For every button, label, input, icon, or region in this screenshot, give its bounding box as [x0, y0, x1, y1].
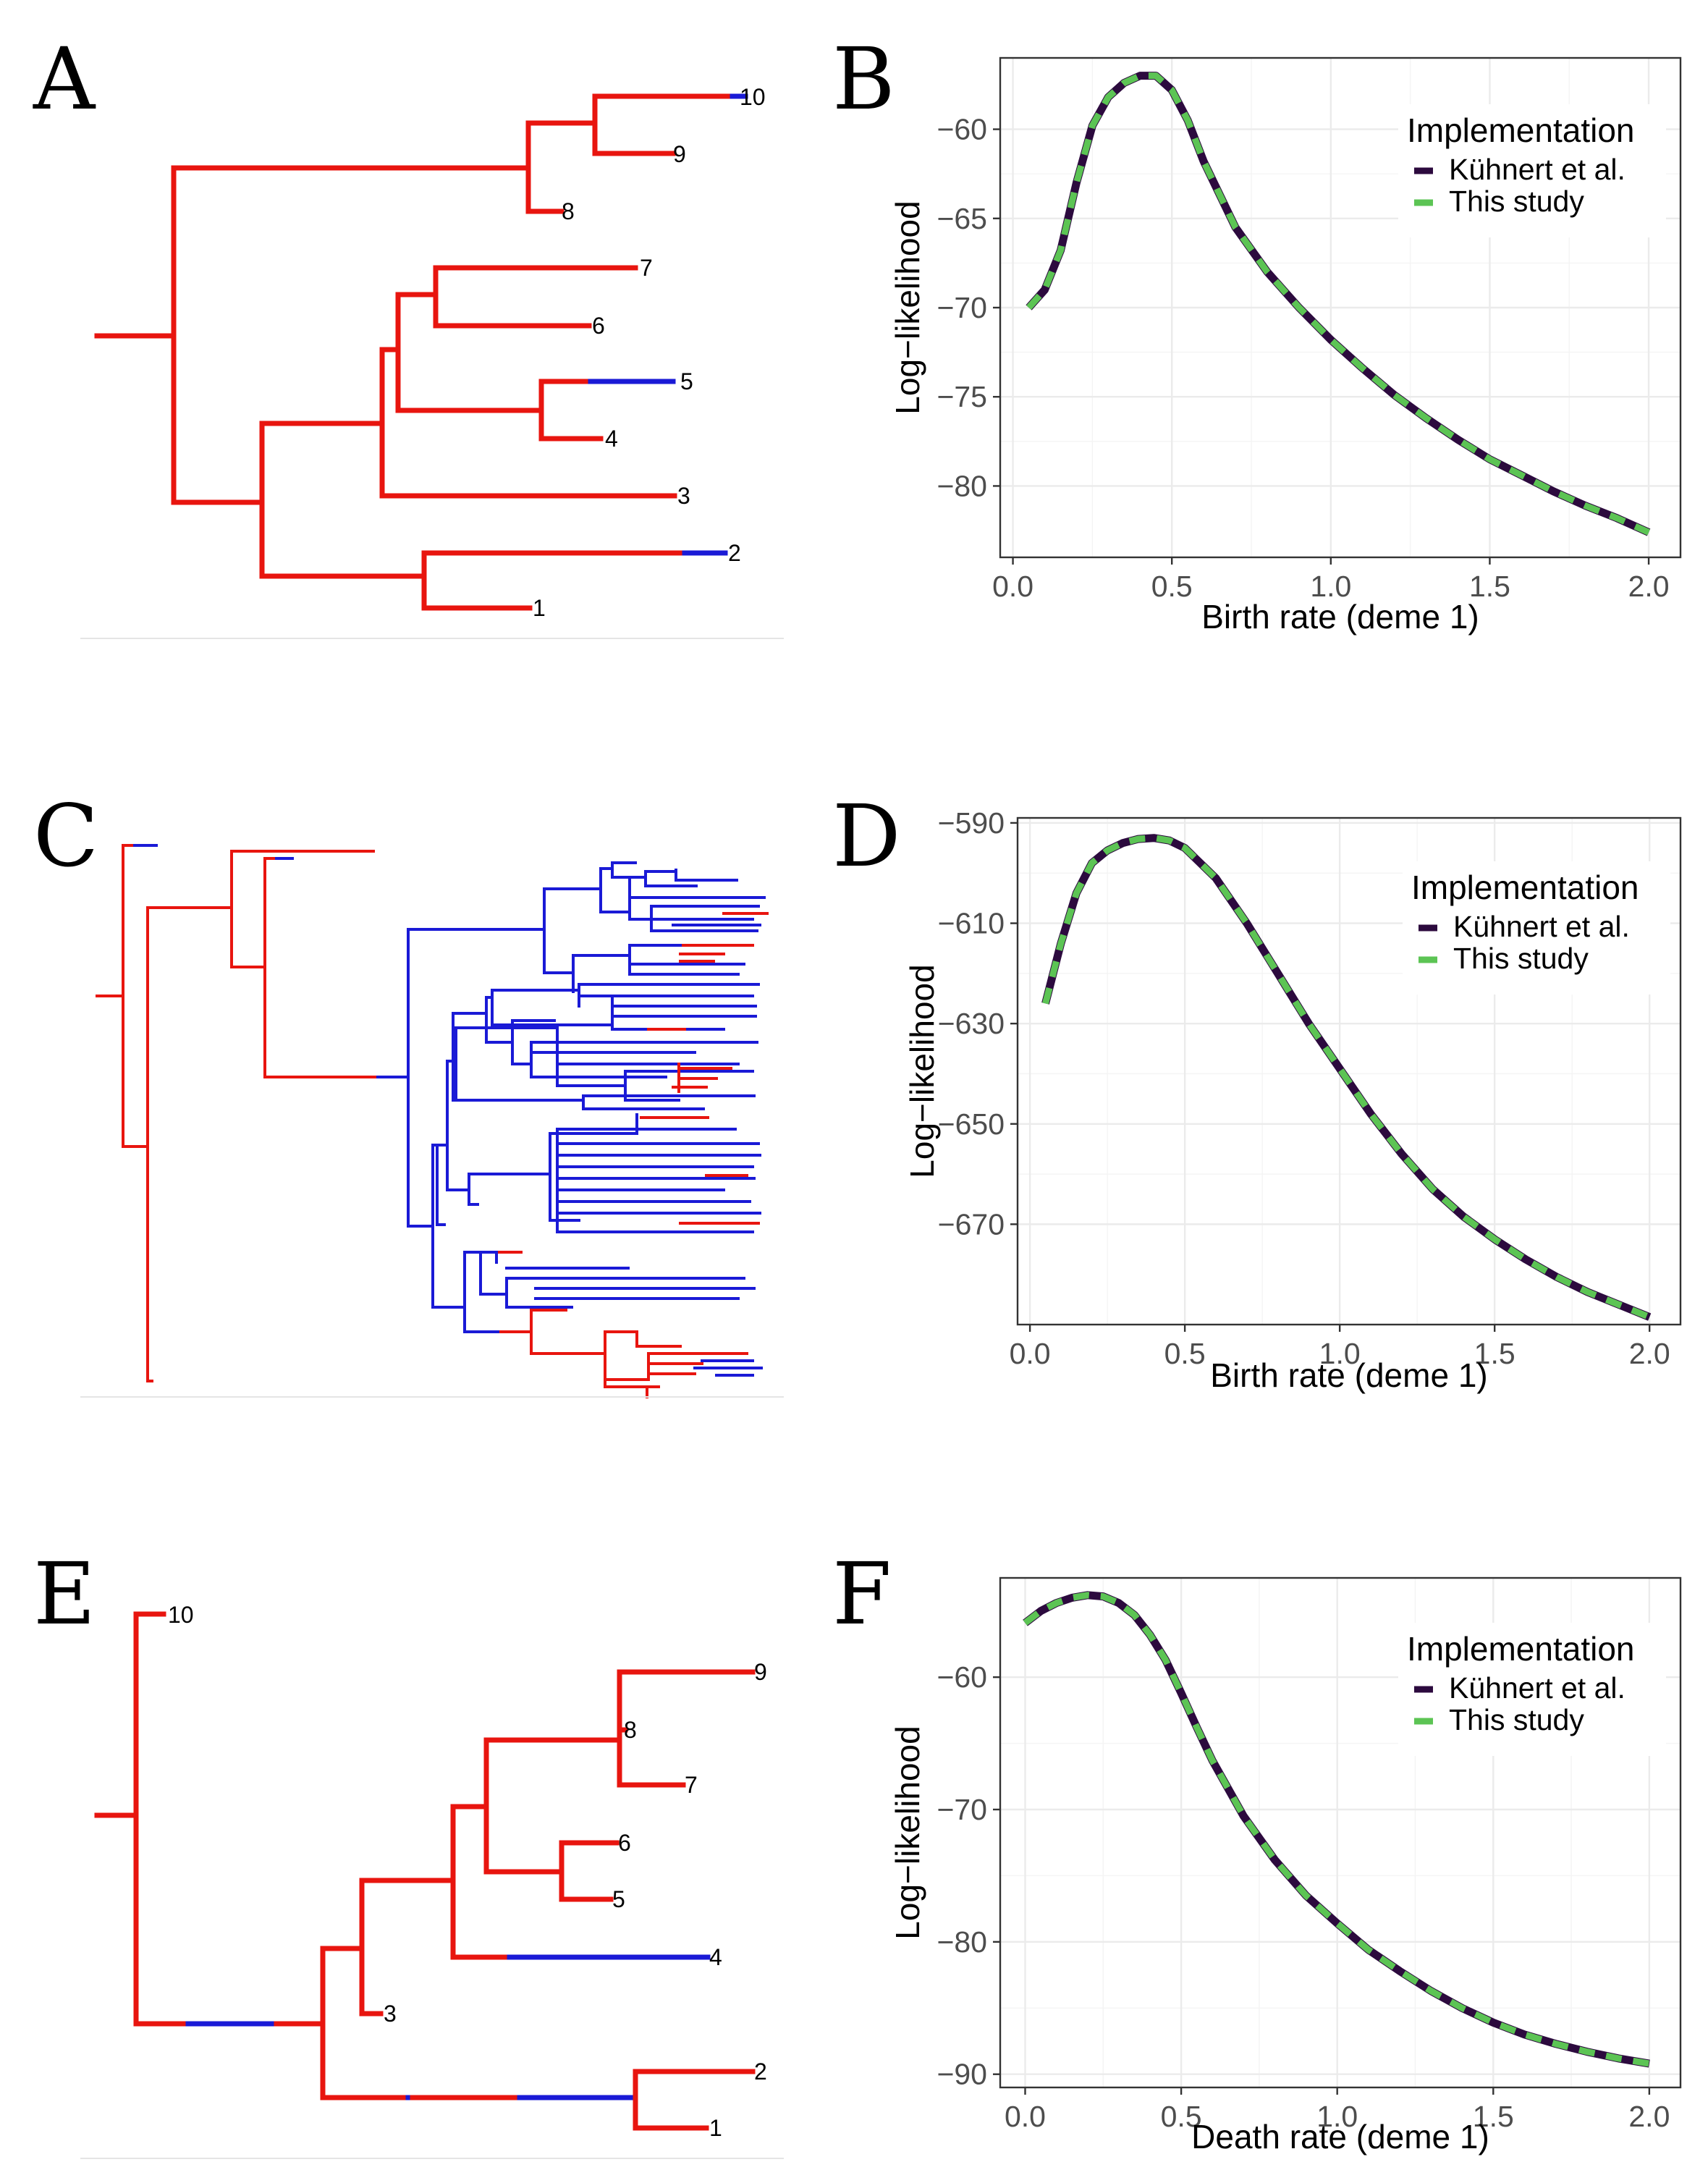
y-axis-title: Log−likelihood [889, 1726, 926, 1939]
legend-label: Kühnert et al. [1449, 1671, 1625, 1705]
legend-title: Implementation [1411, 869, 1639, 906]
y-tick-label: −80 [937, 1925, 987, 1959]
tip-label: 6 [618, 1830, 631, 1856]
legend-background [1398, 1623, 1666, 1756]
x-tick-label: 0.0 [992, 570, 1033, 603]
legend-title: Implementation [1407, 1630, 1635, 1668]
tip-label: 1 [709, 2115, 722, 2141]
y-tick-label: −630 [938, 1007, 1005, 1040]
tip-label: 5 [680, 368, 693, 394]
likelihood-chart-d: 0.0 0.5 1.0 1.5 2.0 −590 −610 −630 −650 −670 Birth… [903, 806, 1682, 1394]
phylogenetic-tree-e [80, 1611, 784, 2159]
tip-label: 4 [709, 1944, 722, 1970]
tip-label: 10 [168, 1602, 194, 1628]
legend-label: This study [1449, 1703, 1584, 1736]
plot-border [999, 1576, 1682, 2089]
legend-label: This study [1453, 942, 1589, 975]
tip-label: 3 [384, 2001, 397, 2027]
y-tick-label: −90 [937, 2058, 987, 2091]
x-tick-label: 0.5 [1161, 2100, 1202, 2133]
x-tick-label: 0.0 [1005, 2100, 1046, 2133]
x-tick-label: 0.0 [1010, 1337, 1051, 1370]
x-tick-label: 2.0 [1628, 2100, 1670, 2133]
x-tick-label: 1.0 [1316, 2100, 1358, 2133]
series-line-this-study [1042, 835, 1651, 1320]
likelihood-chart-f: 0.0 0.5 1.0 1.5 2.0 −60 −70 −80 −90 Death rate (d… [889, 1576, 1682, 2155]
tip-label: 3 [677, 483, 690, 509]
tip-label: 9 [673, 141, 686, 167]
tip-label: 4 [605, 426, 618, 452]
x-tick-label: 0.5 [1151, 570, 1193, 603]
legend-title: Implementation [1407, 111, 1635, 149]
tip-label: 9 [754, 1659, 767, 1685]
y-tick-label: −65 [937, 202, 987, 235]
x-tick-label: 2.0 [1629, 1337, 1670, 1370]
legend: Implementation Kühnert et al.This study [1403, 861, 1670, 995]
x-tick-label: 0.5 [1164, 1337, 1206, 1370]
y-tick-label: −590 [938, 806, 1005, 840]
y-tick-label: −75 [937, 380, 987, 413]
tip-label: 2 [728, 540, 741, 566]
tip-label: 5 [612, 1886, 625, 1912]
y-tick-label: −70 [937, 291, 987, 324]
x-tick-label: 1.0 [1319, 1337, 1361, 1370]
panel-letter-d: D [832, 786, 901, 886]
legend-label: Kühnert et al. [1449, 153, 1625, 186]
x-tick-label: 1.5 [1469, 570, 1510, 603]
tree-e-tip-labels: 10 9 8 7 6 5 4 3 2 1 [168, 1602, 767, 2141]
legend: Implementation Kühnert et al.This study [1398, 104, 1666, 237]
y-tick-label: −60 [937, 113, 987, 146]
phylogenetic-tree-c [80, 844, 784, 1398]
panel-letter-c: C [33, 786, 98, 886]
tip-label: 7 [685, 1772, 698, 1798]
y-axis-title: Log−likelihood [889, 200, 926, 414]
series-line-this-study [1023, 1592, 1650, 2067]
legend-background [1403, 861, 1670, 995]
y-tick-label: −70 [937, 1793, 987, 1826]
x-tick-label: 1.0 [1310, 570, 1351, 603]
likelihood-chart-b: 0.0 0.5 1.0 1.5 2.0 −60 −65 −70 −75 −80 Birth rate… [889, 56, 1682, 636]
phylogenetic-tree-a [80, 93, 784, 639]
tip-label: 6 [592, 313, 605, 339]
panel-letter-b: B [832, 29, 895, 129]
x-axis-title: Death rate (deme 1) [1191, 2118, 1489, 2155]
y-tick-label: −60 [937, 1660, 987, 1694]
y-axis-title: Log−likelihood [903, 964, 941, 1178]
y-tick-label: −610 [938, 907, 1005, 940]
x-tick-label: 1.5 [1473, 2100, 1514, 2133]
y-tick-label: −80 [937, 469, 987, 502]
tip-label: 2 [754, 2059, 767, 2085]
panel-letter-f: F [832, 1544, 892, 1644]
x-tick-label: 2.0 [1628, 570, 1670, 603]
x-axis-title: Birth rate (deme 1) [1210, 1356, 1487, 1394]
y-tick-label: −670 [938, 1207, 1005, 1241]
panel-letter-a: A [33, 29, 96, 129]
x-axis-title: Birth rate (deme 1) [1201, 598, 1479, 636]
tip-label: 1 [533, 595, 546, 621]
panel-letter-e: E [33, 1544, 96, 1644]
tip-label: 10 [740, 84, 766, 110]
y-tick-label: −650 [938, 1107, 1005, 1141]
legend-background [1398, 104, 1666, 237]
tip-label: 8 [624, 1717, 637, 1743]
x-tick-label: 1.5 [1474, 1337, 1515, 1370]
legend-label: Kühnert et al. [1453, 910, 1630, 943]
tip-label: 8 [562, 198, 575, 224]
tip-label: 7 [640, 255, 653, 281]
legend-label: This study [1449, 185, 1584, 218]
tree-a-tip-labels: 10 9 8 7 6 5 4 3 2 1 [533, 84, 766, 621]
plot-border [1016, 816, 1682, 1326]
series-line-this-study [1026, 72, 1650, 536]
